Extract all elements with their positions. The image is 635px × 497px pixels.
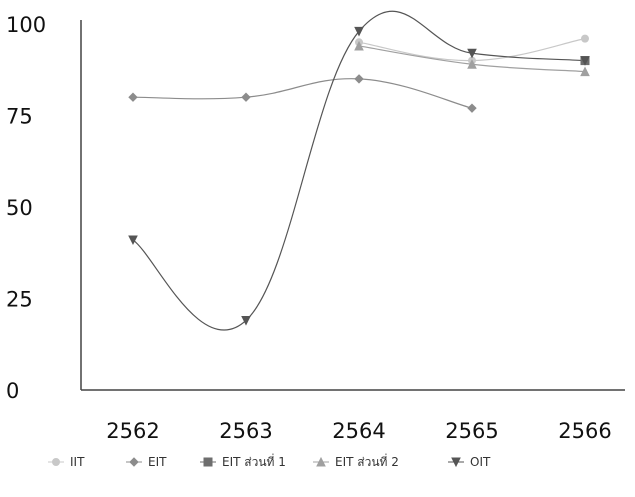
legend-marker xyxy=(316,456,326,467)
data-point-eit-2 xyxy=(354,40,364,51)
legend-marker xyxy=(451,457,461,468)
data-point-eit-2 xyxy=(580,66,590,77)
data-point-oit xyxy=(241,315,251,326)
legend-label: IIT xyxy=(70,455,85,469)
legend-marker xyxy=(52,458,60,466)
axes xyxy=(80,20,625,391)
legend-label: EIT ส่วนที่ 1 xyxy=(222,453,286,469)
series-lines xyxy=(132,10,586,331)
legend: IIT EIT EIT ส่วนที่ 1 EIT ส่วนที่ 2 OIT xyxy=(48,453,491,469)
data-point-eit xyxy=(467,103,477,113)
y-tick-label: 50 xyxy=(6,196,33,220)
data-point-eit xyxy=(241,92,251,102)
legend-label: OIT xyxy=(470,455,491,469)
data-point-iit xyxy=(581,34,589,43)
series-line-eit xyxy=(132,78,473,109)
x-tick-labels: 2562 2563 2564 2565 2566 xyxy=(106,419,611,443)
y-tick-label: 100 xyxy=(6,13,46,37)
data-point-oit xyxy=(354,26,364,37)
data-point-eit xyxy=(128,92,138,102)
x-tick-label: 2564 xyxy=(332,419,385,443)
y-tick-label: 25 xyxy=(6,288,33,312)
x-tick-label: 2562 xyxy=(106,419,159,443)
data-point-eit xyxy=(354,74,364,84)
legend-label: EIT ส่วนที่ 2 xyxy=(335,453,399,469)
legend-marker xyxy=(129,457,139,467)
series-line-oit xyxy=(132,10,586,331)
data-point-oit xyxy=(128,235,138,246)
data-point-oit xyxy=(467,48,477,59)
x-tick-label: 2566 xyxy=(558,419,611,443)
data-point-eit-2 xyxy=(467,59,477,69)
y-tick-labels: 0 25 50 75 100 xyxy=(6,13,46,403)
y-tick-label: 0 xyxy=(6,379,19,403)
legend-label: EIT xyxy=(148,455,167,469)
y-tick-label: 75 xyxy=(6,105,33,129)
legend-marker xyxy=(203,457,213,467)
data-point-oit xyxy=(580,56,590,66)
x-tick-label: 2565 xyxy=(445,419,498,443)
series-markers xyxy=(128,26,590,326)
x-tick-label: 2563 xyxy=(219,419,272,443)
